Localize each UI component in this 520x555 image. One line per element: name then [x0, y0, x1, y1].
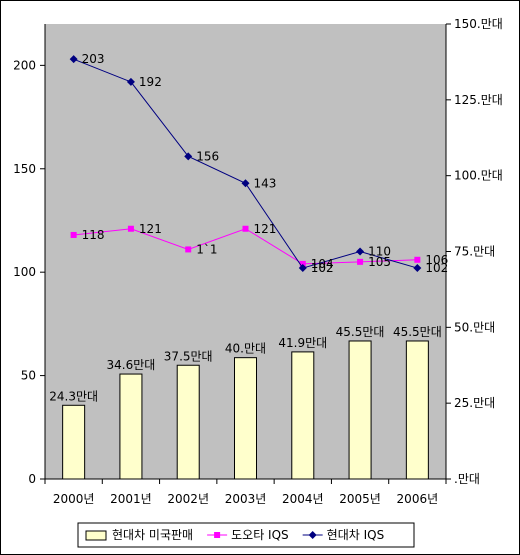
x-tick-label-5: 2005년 — [339, 492, 381, 506]
bar-label-4: 41.9만대 — [278, 336, 327, 350]
series-0-label-3: 121 — [254, 222, 277, 236]
series-1-point-2 — [184, 152, 193, 161]
right-tick-label-2: 50.만대 — [454, 320, 495, 334]
series-0-point-3 — [242, 225, 249, 232]
bar-label-2: 37.5만대 — [164, 349, 213, 363]
series-1-label-1: 192 — [139, 75, 162, 89]
series-1-point-6 — [413, 264, 422, 273]
legend-marker-1 — [214, 532, 221, 538]
series-0-label-4: 104 — [311, 257, 334, 271]
series-1-label-3: 143 — [254, 176, 277, 190]
right-tick-label-6: 150.만대 — [454, 17, 503, 31]
series-1-label-0: 203 — [82, 52, 105, 66]
series-0-label-6: 106 — [425, 253, 448, 267]
series-0-label-1: 121 — [139, 222, 162, 236]
right-tick-label-0: .만대 — [454, 472, 480, 486]
left-tick-label-3: 150 — [13, 162, 36, 176]
right-tick-label-5: 125.만대 — [454, 93, 503, 107]
bar-label-0: 24.3만대 — [49, 389, 98, 403]
series-0-label-0: 118 — [82, 228, 105, 242]
bar-label-1: 34.6만대 — [107, 358, 156, 372]
x-tick-label-2: 2002년 — [167, 492, 209, 506]
right-tick-label-4: 100.만대 — [454, 169, 503, 183]
legend-marker-2 — [308, 531, 317, 539]
series-1-point-1 — [126, 77, 135, 86]
legend-box — [77, 522, 415, 548]
x-tick-label-4: 2004년 — [282, 492, 324, 506]
series-0-point-2 — [185, 246, 192, 253]
series-0-point-5 — [357, 258, 364, 265]
series-0-point-6 — [414, 256, 421, 263]
legend: 현대차 미국판매 도오타 IQS 현대차 IQS — [77, 522, 415, 548]
series-1-label-2: 156 — [196, 149, 219, 163]
bar-2 — [176, 364, 200, 480]
series-0-point-1 — [127, 225, 134, 232]
bar-5 — [348, 340, 372, 480]
series-1-point-0 — [69, 55, 78, 64]
bar-label-3: 40.만대 — [225, 342, 266, 356]
series-0-point-4 — [299, 260, 306, 267]
bar-label-6: 45.5만대 — [393, 325, 442, 339]
legend-label-1: 도오타 IQS — [231, 528, 289, 542]
bar-3 — [234, 357, 257, 480]
series-1-point-5 — [356, 247, 365, 256]
left-tick-label-2: 100 — [13, 265, 36, 279]
bar-1 — [119, 373, 143, 480]
bar-label-5: 45.5만대 — [336, 325, 385, 339]
bar-0 — [62, 404, 86, 480]
legend-swatch-0 — [85, 530, 107, 541]
series-1-point-4 — [298, 264, 307, 273]
series-0-label-5: 105 — [368, 255, 391, 269]
series-1-label-6: 102 — [425, 261, 448, 275]
series-1-point-3 — [241, 179, 250, 188]
bar-6 — [405, 340, 429, 480]
series-0-point-0 — [70, 231, 77, 238]
left-tick-label-0: 0 — [28, 472, 36, 486]
series-1-label-4: 102 — [311, 261, 334, 275]
x-tick-label-0: 2000년 — [53, 492, 95, 506]
series-0-label-2: 1`1 — [196, 242, 217, 256]
left-tick-label-4: 200 — [13, 58, 36, 72]
bar-4 — [291, 351, 315, 480]
x-tick-label-1: 2001년 — [110, 492, 152, 506]
legend-label-2: 현대차 IQS — [327, 528, 385, 542]
x-tick-label-3: 2003년 — [225, 492, 267, 506]
left-tick-label-1: 50 — [21, 369, 36, 383]
right-tick-label-1: 25.만대 — [454, 396, 495, 410]
x-tick-label-6: 2006년 — [397, 492, 439, 506]
series-1-label-5: 110 — [368, 245, 391, 259]
legend-label-0: 현대차 미국판매 — [112, 528, 193, 542]
right-tick-label-3: 75.만대 — [454, 245, 495, 259]
